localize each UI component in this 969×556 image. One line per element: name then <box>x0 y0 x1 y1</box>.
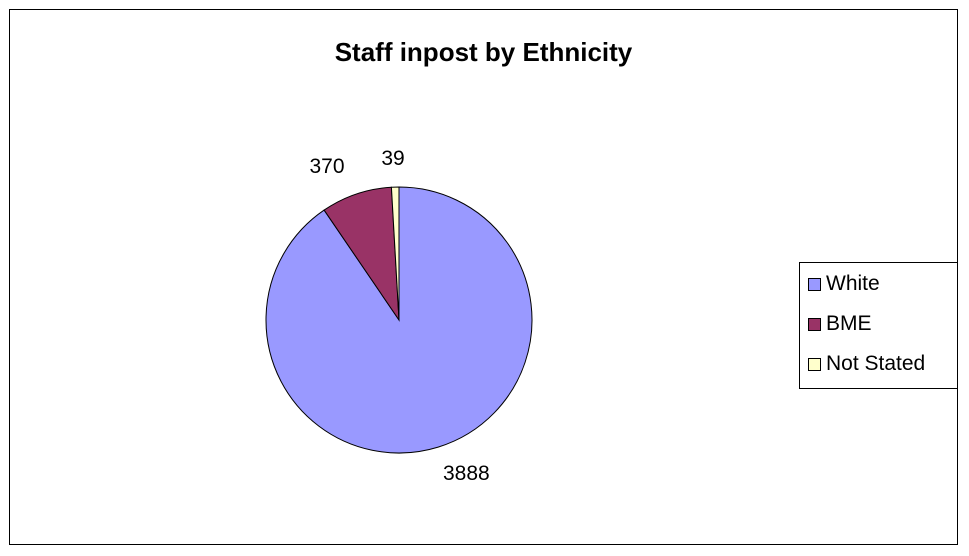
chart-title: Staff inpost by Ethnicity <box>334 37 633 67</box>
chart-legend: White BME Not Stated <box>799 262 958 389</box>
legend-swatch-white <box>808 277 821 291</box>
data-label-white: 3888 <box>443 462 490 485</box>
legend-label-not-stated: Not Stated <box>826 352 926 375</box>
pie-slice-not-stated <box>390 186 400 321</box>
legend-item-not-stated: Not Stated <box>808 349 925 379</box>
legend-swatch-bme <box>808 317 821 331</box>
pie-chart: 3888 370 39 <box>265 147 533 485</box>
legend-label-white: White <box>826 272 880 295</box>
data-label-bme: 370 <box>309 155 344 178</box>
legend-label-bme: BME <box>826 312 872 335</box>
legend-item-bme: BME <box>808 309 872 339</box>
legend-swatch-not-stated <box>808 357 821 371</box>
chart-area: Staff inpost by Ethnicity 3888 370 39 Whit… <box>9 9 958 545</box>
legend-item-white: White <box>808 269 880 299</box>
data-label-not-stated: 39 <box>381 147 404 170</box>
